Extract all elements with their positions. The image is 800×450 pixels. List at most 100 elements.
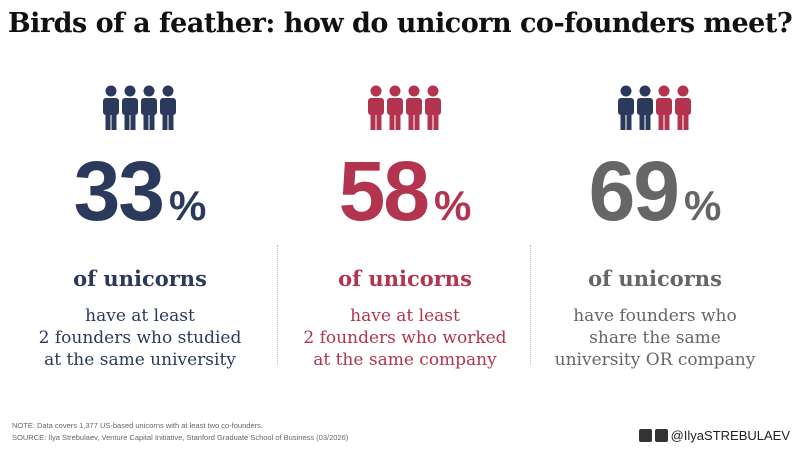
leg	[414, 113, 420, 130]
head	[427, 85, 439, 97]
stat-value: 33%	[15, 149, 265, 248]
description-line: at the same company	[313, 350, 497, 370]
leg	[626, 113, 632, 130]
description-line: at the same university	[44, 350, 236, 370]
subtitle: of unicorns	[338, 266, 472, 291]
head	[162, 85, 174, 97]
unit: %	[434, 182, 472, 229]
leg	[408, 113, 414, 130]
leg	[620, 113, 626, 130]
head	[677, 85, 689, 97]
value: 58	[338, 144, 430, 238]
person-icon	[122, 85, 138, 130]
subtitle: of unicorns	[73, 266, 207, 291]
instagram-icon	[638, 429, 652, 442]
leg	[124, 113, 130, 130]
stat-value: 58%	[280, 149, 530, 248]
description: have at least 2 founders who worked at the…	[280, 305, 530, 371]
body	[618, 98, 634, 115]
leg	[395, 113, 401, 130]
value: 33	[73, 144, 165, 238]
body	[637, 98, 653, 115]
head	[105, 85, 117, 97]
value: 69	[588, 144, 680, 238]
head	[658, 85, 670, 97]
person-icon	[675, 85, 691, 130]
body	[656, 98, 672, 115]
description-line: university OR company	[554, 350, 756, 370]
description: have founders who share the same universit…	[530, 305, 780, 371]
title: Birds of a feather: how do unicorn co-fo…	[7, 8, 793, 39]
stat-column: 33% of unicorns have at least 2 founders wh…	[15, 85, 265, 371]
people-icons	[368, 85, 441, 130]
description-line: 2 founders who worked	[303, 328, 507, 348]
head	[620, 85, 632, 97]
source: SOURCE: Ilya Strebulaev, Venture Capital…	[12, 433, 349, 442]
leg	[105, 113, 111, 130]
leg	[168, 113, 174, 130]
head	[408, 85, 420, 97]
person-icon	[618, 85, 634, 130]
body	[368, 98, 384, 115]
person-icon	[637, 85, 653, 130]
body	[675, 98, 691, 115]
person-icon	[141, 85, 157, 130]
leg	[433, 113, 439, 130]
person-icon	[160, 85, 176, 130]
person-icon	[656, 85, 672, 130]
person-icon	[387, 85, 403, 130]
description-line: 2 founders who studied	[38, 328, 242, 348]
unit: %	[169, 182, 207, 229]
leg	[427, 113, 433, 130]
head	[370, 85, 382, 97]
description-line: have founders who	[573, 306, 737, 326]
body	[406, 98, 422, 115]
social-handle: @IlyaSTREBULAEV	[638, 428, 790, 443]
stat-value: 69%	[530, 149, 780, 248]
leg	[143, 113, 149, 130]
body	[425, 98, 441, 115]
leg	[376, 113, 382, 130]
body	[122, 98, 138, 115]
divider	[277, 245, 278, 365]
body	[387, 98, 403, 115]
leg	[677, 113, 683, 130]
leg	[664, 113, 670, 130]
description: have at least 2 founders who studied at th…	[15, 305, 265, 371]
leg	[130, 113, 136, 130]
person-icon	[103, 85, 119, 130]
unit: %	[684, 182, 722, 229]
body	[141, 98, 157, 115]
leg	[645, 113, 651, 130]
leg	[162, 113, 168, 130]
description-line: share the same	[589, 328, 721, 348]
person-icon	[406, 85, 422, 130]
stat-column: 69% of unicorns have founders who share the…	[530, 85, 780, 371]
leg	[111, 113, 117, 130]
divider	[530, 245, 531, 365]
person-icon	[368, 85, 384, 130]
stat-column: 58% of unicorns have at least 2 founders wh…	[280, 85, 530, 371]
people-icons	[618, 85, 691, 130]
leg	[683, 113, 689, 130]
head	[143, 85, 155, 97]
leg	[149, 113, 155, 130]
body	[103, 98, 119, 115]
x-icon	[654, 429, 668, 442]
person-icon	[425, 85, 441, 130]
head	[124, 85, 136, 97]
note: NOTE: Data covers 1,377 US-based unicorn…	[12, 421, 263, 430]
leg	[639, 113, 645, 130]
description-line: have at least	[350, 306, 460, 326]
body	[160, 98, 176, 115]
head	[389, 85, 401, 97]
people-icons	[103, 85, 176, 130]
leg	[370, 113, 376, 130]
leg	[389, 113, 395, 130]
subtitle: of unicorns	[588, 266, 722, 291]
head	[639, 85, 651, 97]
description-line: have at least	[85, 306, 195, 326]
leg	[658, 113, 664, 130]
handle-text: @IlyaSTREBULAEV	[670, 428, 790, 443]
